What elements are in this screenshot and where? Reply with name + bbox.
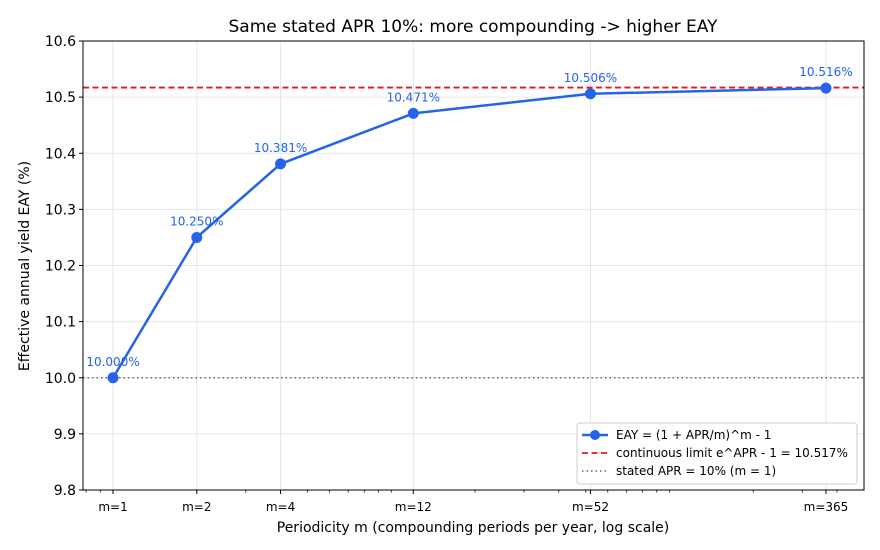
eay-data-label: 10.506% — [564, 71, 617, 85]
x-tick-label: m=4 — [266, 500, 295, 514]
legend-label-apr: stated APR = 10% (m = 1) — [616, 464, 776, 478]
y-tick-label: 10.3 — [45, 202, 76, 218]
eay-data-point — [107, 372, 119, 384]
x-tick-label: m=1 — [98, 500, 127, 514]
eay-data-point — [275, 158, 287, 170]
eay-data-label: 10.000% — [86, 355, 139, 369]
eay-data-point — [407, 107, 419, 119]
eay-data-point — [191, 231, 203, 243]
chart-title: Same stated APR 10%: more compounding ->… — [228, 17, 718, 37]
y-tick-label: 9.9 — [54, 427, 76, 443]
legend-label-continuous: continuous limit e^APR - 1 = 10.517% — [616, 446, 848, 460]
x-axis-label: Periodicity m (compounding periods per y… — [277, 520, 670, 536]
y-tick-label: 10.4 — [45, 146, 76, 162]
y-tick-label: 10.5 — [45, 90, 76, 106]
legend-label-eay: EAY = (1 + APR/m)^m - 1 — [616, 428, 771, 442]
x-tick-label: m=365 — [804, 500, 849, 514]
eay-data-label: 10.516% — [799, 65, 852, 79]
y-tick-label: 10.0 — [45, 371, 76, 387]
eay-series-line — [111, 86, 826, 379]
legend-marker-eay — [590, 430, 600, 440]
series-layer: 10.000% 10.250% 10.381% 10.471% 10.506% 10.51… — [86, 65, 853, 384]
eay-data-label: 10.381% — [254, 141, 307, 155]
x-tick-label: m=2 — [182, 500, 211, 514]
x-tick-label: m=12 — [395, 500, 432, 514]
y-tick-label: 10.6 — [45, 34, 76, 50]
legend-box — [576, 422, 858, 485]
x-tick-label: m=52 — [572, 500, 609, 514]
y-tick-label: 10.2 — [45, 259, 76, 275]
y-axis: 9.8 9.9 10.0 10.1 10.2 10.3 10.4 10.5 10.6 — [45, 34, 83, 499]
y-tick-label: 9.8 — [54, 483, 76, 499]
y-tick-label: 10.1 — [45, 315, 76, 331]
eay-data-label: 10.250% — [170, 214, 223, 228]
x-axis: m=1 m=2 m=4 m=12 m=52 m=365 — [85, 490, 849, 514]
eay-data-label: 10.471% — [387, 90, 440, 104]
y-axis-label: Effective annual yield EAY (%) — [17, 161, 33, 371]
eay-data-point — [584, 88, 596, 100]
legend: EAY = (1 + APR/m)^m - 1 continuous limit… — [576, 422, 858, 485]
reference-lines — [83, 86, 864, 379]
eay-data-point — [820, 82, 832, 94]
